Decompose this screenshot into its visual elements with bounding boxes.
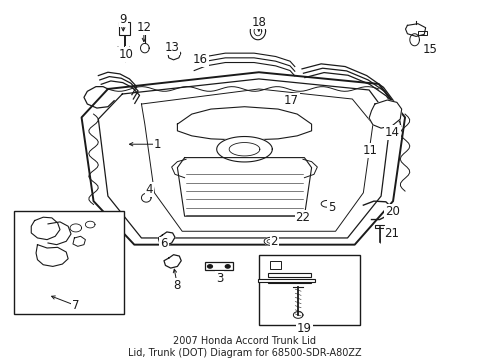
Polygon shape (229, 143, 259, 156)
Polygon shape (207, 265, 212, 268)
Text: 13: 13 (164, 41, 179, 54)
Bar (364, 149, 369, 153)
Polygon shape (264, 237, 277, 245)
Bar (417, 31, 426, 35)
Text: 5: 5 (327, 201, 335, 214)
Text: 2: 2 (270, 235, 277, 248)
Bar (267, 273, 310, 277)
Text: 22: 22 (295, 211, 310, 224)
Bar (374, 225, 384, 228)
Text: 16: 16 (193, 53, 207, 66)
Text: 1: 1 (153, 138, 161, 151)
Polygon shape (405, 24, 425, 36)
Polygon shape (225, 265, 230, 268)
Text: 3: 3 (215, 272, 223, 285)
Text: 8: 8 (173, 279, 181, 292)
Bar (257, 279, 315, 282)
Polygon shape (163, 255, 181, 268)
Text: 15: 15 (422, 43, 437, 56)
Polygon shape (158, 232, 175, 245)
Polygon shape (36, 245, 68, 266)
Polygon shape (177, 107, 311, 140)
Polygon shape (216, 136, 272, 162)
Polygon shape (31, 217, 60, 240)
Polygon shape (177, 158, 311, 216)
Bar (258, 255, 359, 325)
Text: 14: 14 (384, 126, 399, 139)
Polygon shape (298, 216, 303, 220)
Polygon shape (293, 312, 303, 318)
Bar (205, 262, 232, 270)
Bar (15, 211, 123, 314)
Text: 4: 4 (145, 183, 153, 196)
Polygon shape (70, 224, 81, 232)
Text: 20: 20 (384, 205, 399, 219)
Text: 7: 7 (72, 299, 80, 312)
Bar (269, 261, 281, 269)
Text: 6: 6 (160, 238, 167, 251)
Bar (119, 22, 130, 35)
Polygon shape (81, 72, 404, 245)
Polygon shape (167, 49, 181, 60)
Polygon shape (250, 22, 265, 40)
Polygon shape (73, 236, 85, 246)
Bar (363, 148, 377, 154)
Text: 9: 9 (119, 13, 127, 26)
Polygon shape (85, 221, 95, 228)
Text: 12: 12 (136, 21, 151, 34)
Text: 2007 Honda Accord Trunk Lid
Lid, Trunk (DOT) Diagram for 68500-SDR-A80ZZ: 2007 Honda Accord Trunk Lid Lid, Trunk (… (127, 336, 361, 358)
Polygon shape (368, 100, 401, 128)
Text: 18: 18 (251, 15, 266, 28)
Text: 11: 11 (362, 144, 377, 157)
Text: 10: 10 (118, 48, 133, 61)
Text: 21: 21 (384, 228, 399, 240)
Text: 17: 17 (284, 94, 298, 107)
Polygon shape (409, 34, 419, 46)
Bar (267, 280, 310, 283)
Text: 19: 19 (296, 322, 311, 335)
